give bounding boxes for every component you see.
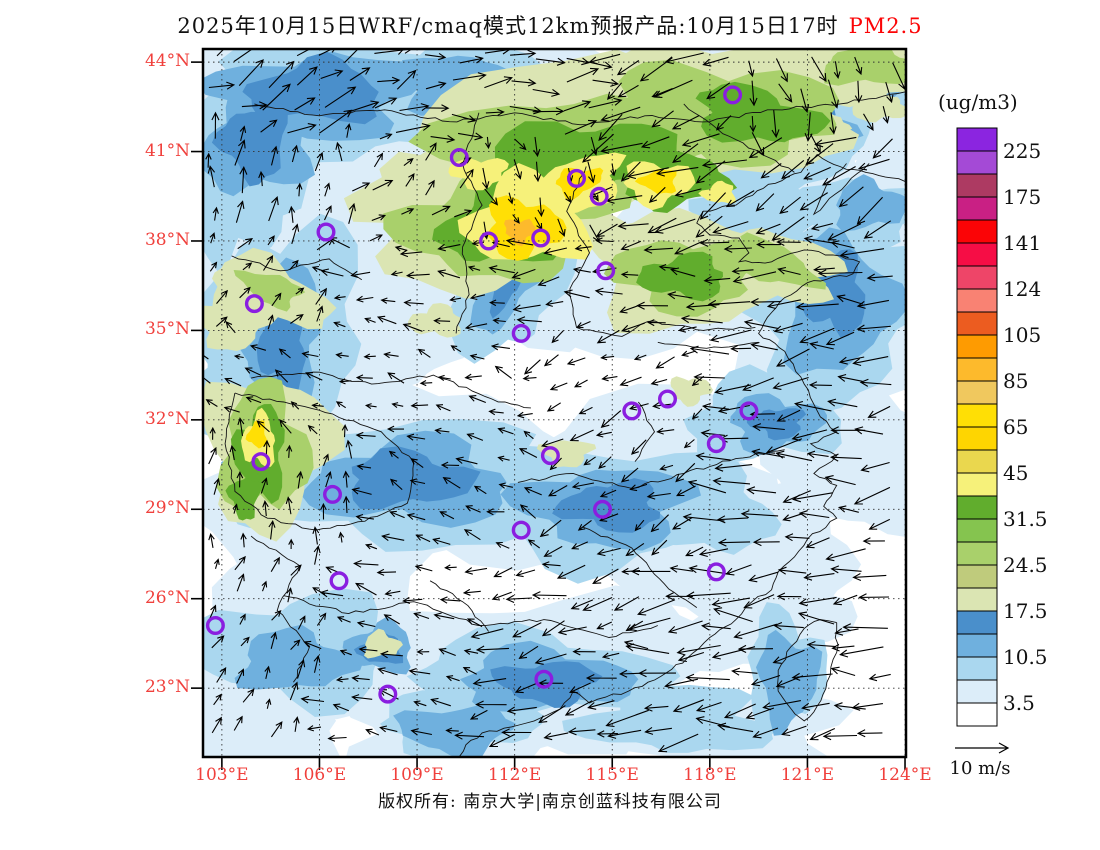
legend-box [956,610,998,635]
legend-value-label: 24.5 [1003,553,1048,577]
map-border [201,47,908,759]
legend-box [956,495,998,520]
legend-value-label: 141 [1003,231,1042,255]
lon-tick-label: 121°E [780,765,835,785]
lon-tick-label: 109°E [390,765,444,785]
legend-value-label: 65 [1003,415,1029,439]
station-marker [511,323,531,343]
station-marker [593,499,613,519]
boundaries-layer [224,91,906,757]
lat-tick-label: 29°N [144,498,190,519]
legend-box [956,311,998,336]
legend-box [956,288,998,313]
lat-tick-label: 32°N [144,408,190,429]
title-variable-pm25: PM2.5 [848,14,923,38]
lon-tick-label: 118°E [683,765,737,785]
station-marker [205,616,225,636]
lat-tick-label: 35°N [144,319,190,340]
legend-box [956,380,998,405]
legend-box [956,150,998,175]
lon-tick-label: 115°E [585,765,639,785]
wind-arrows-layer [203,49,906,753]
wind-reference-arrow [955,742,1010,754]
legend-box [956,702,998,727]
legend-value-label: 3.5 [1003,691,1035,715]
lat-tick-label: 44°N [144,51,190,72]
legend-box [956,587,998,612]
legend-box [956,449,998,474]
legend-value-label: 17.5 [1003,599,1048,623]
legend-value-label: 225 [1003,139,1042,163]
station-markers-layer [205,85,759,704]
legend-box [956,656,998,681]
lon-tick-label: 103°E [195,765,249,785]
station-marker [706,434,726,454]
station-marker [323,484,343,504]
lat-tick-label: 26°N [144,587,190,608]
legend-unit-label: (ug/m3) [938,90,1018,114]
legend-box [956,472,998,497]
station-marker [531,228,551,248]
legend-box [956,219,998,244]
lat-tick-label: 23°N [144,677,190,698]
legend-value-label: 124 [1003,277,1042,301]
lon-tick-label: 112°E [487,765,542,785]
station-marker [739,401,759,421]
legend-box [956,334,998,359]
legend-box [956,426,998,451]
legend-value-label: 45 [1003,461,1029,485]
station-marker [511,520,531,540]
legend-box [956,357,998,382]
lat-tick-label: 41°N [144,140,190,161]
lat-tick-label: 38°N [144,229,190,250]
station-marker [251,452,271,472]
map-field-layer [203,49,906,757]
station-marker [540,446,560,466]
station-marker [622,401,642,421]
legend-box [956,127,998,152]
station-marker [534,669,554,689]
legend-box [956,633,998,658]
station-marker [244,294,264,314]
legend-value-label: 85 [1003,369,1029,393]
legend-colorbar [956,127,998,727]
legend-box [956,265,998,290]
station-marker [316,222,336,242]
legend-box [956,196,998,221]
legend-box [956,541,998,566]
station-marker [589,186,609,206]
legend-value-label: 10.5 [1003,645,1048,669]
axis-ticks-layer [191,61,906,770]
station-marker [596,261,616,281]
station-marker [329,571,349,591]
page-title: 2025年10月15日WRF/cmaq模式12km预报产品:10月15日17时 P… [0,10,1100,40]
station-marker [658,389,678,409]
wind-reference-label: 10 m/s [949,758,1011,779]
title-main: 2025年10月15日WRF/cmaq模式12km预报产品:10月15日17时 [177,14,839,38]
station-marker [449,147,469,167]
legend-box [956,564,998,589]
legend-box [956,403,998,428]
station-marker [567,168,587,188]
lon-tick-label: 124°E [878,765,932,785]
legend-value-label: 105 [1003,323,1042,347]
legend-value-label: 175 [1003,185,1042,209]
station-marker [479,231,499,251]
station-marker [723,85,743,105]
lon-tick-label: 106°E [292,765,347,785]
legend-value-label: 31.5 [1003,507,1048,531]
copyright-text: 版权所有: 南京大学|南京创蓝科技有限公司 [378,792,722,812]
station-marker [706,562,726,582]
legend-box [956,173,998,198]
legend-box [956,679,998,704]
legend-box [956,242,998,267]
station-marker [378,684,398,704]
legend-box [956,518,998,543]
